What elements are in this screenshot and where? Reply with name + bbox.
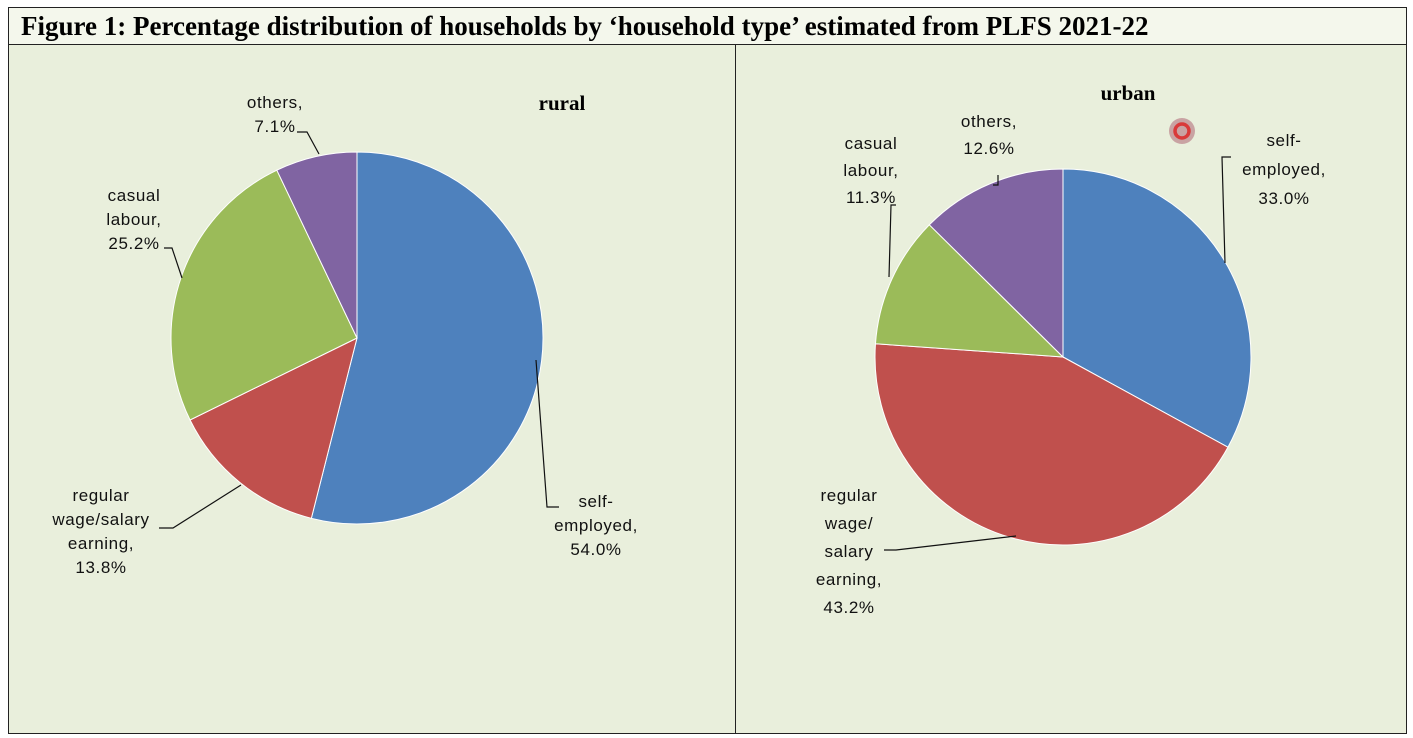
urban-leader-others (993, 175, 999, 186)
urban-data-label-self-employed: self-employed, 33.0% (1242, 131, 1326, 208)
rural-data-label-casual-labour: casual labour, 25.2% (106, 186, 161, 253)
rural-slice-others (276, 151, 358, 339)
rural-leader-regular-wage (159, 484, 242, 529)
urban-slice-casual-labour (874, 224, 1065, 358)
urban-data-label-others: others, 12.6% (961, 112, 1017, 158)
rural-chart-title: rural (539, 91, 586, 115)
rural-data-label-self-employed: self-employed, 54.0% (554, 492, 638, 559)
figure: Figure 1: Percentage distribution of hou… (8, 7, 1407, 734)
urban-panel: urban self-employed, 33.0% regular wage/sala… (736, 45, 1406, 733)
figure-title: Figure 1: Percentage distribution of hou… (9, 8, 1406, 45)
urban-data-label-regular-wage: regular wage/salary earning, 43.2% (816, 486, 882, 617)
rural-leader-self-employed (535, 359, 559, 508)
urban-leader-self-employed (1221, 156, 1231, 264)
rural-data-label-others: others, 7.1% (247, 93, 303, 136)
rural-leader-casual-labour (164, 247, 183, 279)
urban-data-label-casual-labour: casual labour, 11.3% (843, 134, 898, 207)
rural-pie-chart: rural self-employed, 54.0% regular wage/sala… (51, 91, 638, 577)
rural-data-label-regular-wage: regular wage/salary earning, 13.8% (51, 486, 149, 577)
rural-panel: rural self-employed, 54.0% regular wage/sala… (9, 45, 736, 733)
rural-leader-others (297, 131, 320, 155)
urban-slice-others (928, 168, 1064, 359)
record-marker-icon (1169, 118, 1195, 144)
rural-slice-self-employed (310, 151, 544, 525)
rural-slice-regular-wage (189, 337, 358, 519)
urban-leader-regular-wage (884, 535, 1017, 551)
urban-pie-chart: urban self-employed, 33.0% regular wage/sala… (816, 81, 1326, 617)
urban-chart-title: urban (1101, 81, 1156, 105)
urban-leader-casual-labour (888, 204, 896, 278)
